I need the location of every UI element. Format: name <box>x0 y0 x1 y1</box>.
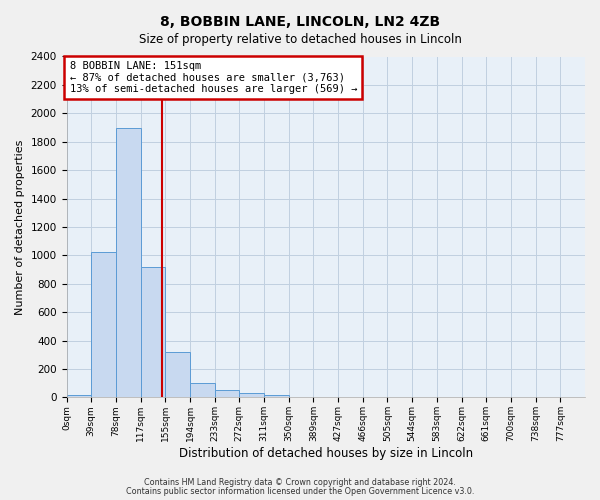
Bar <box>215 390 239 398</box>
Text: 8, BOBBIN LANE, LINCOLN, LN2 4ZB: 8, BOBBIN LANE, LINCOLN, LN2 4ZB <box>160 15 440 29</box>
Bar <box>91 252 116 398</box>
X-axis label: Distribution of detached houses by size in Lincoln: Distribution of detached houses by size … <box>179 447 473 460</box>
Bar <box>116 128 140 398</box>
Text: Contains public sector information licensed under the Open Government Licence v3: Contains public sector information licen… <box>126 486 474 496</box>
Text: Size of property relative to detached houses in Lincoln: Size of property relative to detached ho… <box>139 32 461 46</box>
Bar <box>239 393 264 398</box>
Bar <box>190 382 215 398</box>
Text: Contains HM Land Registry data © Crown copyright and database right 2024.: Contains HM Land Registry data © Crown c… <box>144 478 456 487</box>
Text: 8 BOBBIN LANE: 151sqm
← 87% of detached houses are smaller (3,763)
13% of semi-d: 8 BOBBIN LANE: 151sqm ← 87% of detached … <box>70 61 357 94</box>
Bar <box>67 394 91 398</box>
Y-axis label: Number of detached properties: Number of detached properties <box>15 140 25 314</box>
Bar <box>264 394 289 398</box>
Bar <box>140 266 165 398</box>
Bar <box>165 352 190 398</box>
